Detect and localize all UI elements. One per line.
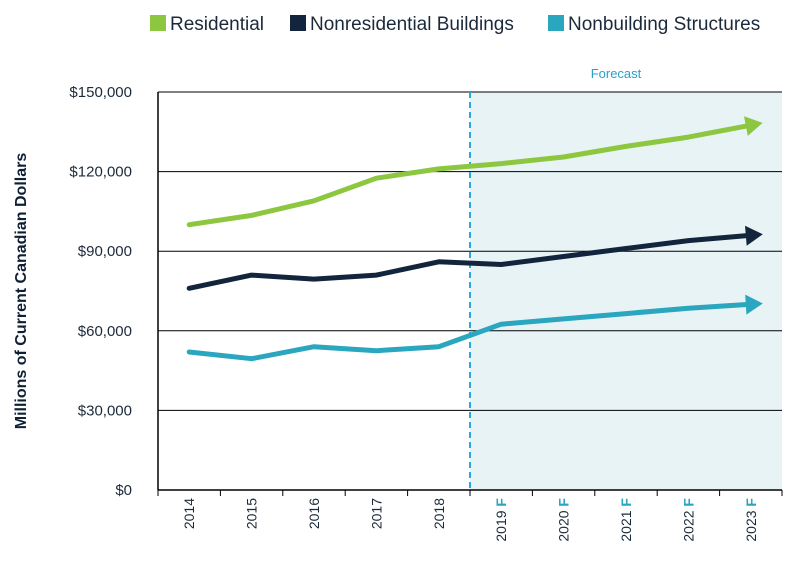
series-arrowhead (745, 294, 763, 315)
x-tick-year: 2022 (680, 510, 696, 541)
legend-label: Residential (170, 14, 264, 35)
series-line-nonresidential-buildings (186, 233, 750, 291)
legend-swatch (290, 15, 306, 31)
x-tick-forecast-flag: F (680, 498, 696, 511)
x-tick-label: 2020 F (556, 498, 572, 542)
x-tick-label: 2019 F (493, 498, 509, 542)
series-lines (186, 116, 763, 362)
x-tick-year: 2021 (618, 510, 634, 541)
x-tick-forecast-flag: F (493, 498, 509, 511)
series-line-nonbuilding-structures (186, 302, 750, 362)
legend-swatch (150, 15, 166, 31)
x-tick-label: 2014 (181, 498, 197, 529)
legend-label: Nonbuilding Structures (568, 14, 760, 35)
x-tick-year: 2018 (431, 498, 447, 529)
x-tick-forecast-flag: F (618, 498, 634, 511)
legend-label: Nonresidential Buildings (310, 14, 514, 35)
x-tick-label: 2016 (306, 498, 322, 529)
series-arrowhead (744, 116, 763, 136)
y-tick-label: $90,000 (78, 243, 132, 260)
series-line-residential (186, 123, 750, 228)
legend: Residential Nonresidential Buildings Nonbu… (150, 14, 760, 35)
series-arrowhead (745, 225, 763, 246)
x-tick-label: 2015 (244, 498, 260, 529)
legend-swatch (548, 15, 564, 31)
x-tick-label: 2022 F (680, 498, 696, 542)
x-tick-year: 2019 (493, 510, 509, 541)
y-axis-label: Millions of Current Canadian Dollars (13, 153, 30, 430)
x-tick-year: 2016 (306, 498, 322, 529)
y-tick-label: $30,000 (78, 402, 132, 419)
x-tick-year: 2014 (181, 498, 197, 529)
x-tick-label: 2018 (431, 498, 447, 529)
y-tick-label: $120,000 (69, 164, 132, 181)
forecast-label: Forecast (591, 66, 642, 81)
forecast-shade (470, 92, 782, 490)
y-axis-ticks: $0 $30,000 $60,000 $90,000 $120,000 $150,000 (69, 84, 132, 499)
x-tick-label: 2017 (368, 498, 384, 529)
x-tick-year: 2015 (244, 498, 260, 529)
x-tick-year: 2017 (368, 498, 384, 529)
x-tick-forecast-flag: F (556, 498, 572, 511)
x-tick-label: 2023 F (743, 498, 759, 542)
x-tick-year: 2023 (743, 510, 759, 541)
y-tick-label: $60,000 (78, 323, 132, 340)
x-tick-year: 2020 (556, 510, 572, 541)
x-tick-forecast-flag: F (743, 498, 759, 511)
y-tick-label: $150,000 (69, 84, 132, 101)
x-tick-label: 2021 F (618, 498, 634, 542)
y-tick-label: $0 (115, 482, 132, 499)
